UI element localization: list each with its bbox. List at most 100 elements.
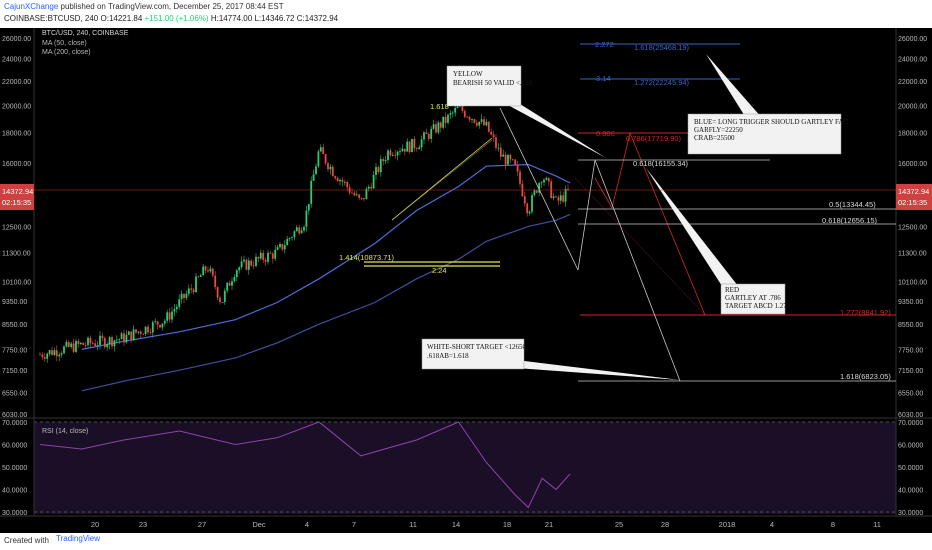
candle-body	[351, 192, 353, 194]
candle-body	[415, 148, 418, 150]
blue-callout-line-2: GARFLY=22250	[694, 126, 743, 134]
blue-1618-label: 1.618(25468.19)	[634, 43, 690, 52]
candle-body	[101, 335, 104, 339]
candle-body	[528, 211, 531, 214]
tradingview-logo[interactable]: TradingView	[56, 534, 101, 543]
price-tick-left: 8550.00	[2, 322, 27, 329]
blue-callout-line-3: CRAB=25500	[694, 134, 735, 142]
candle-body	[137, 331, 140, 333]
candle-body	[147, 326, 149, 333]
candle-body	[72, 343, 75, 352]
red-callout-pointer	[646, 168, 738, 286]
price-tick-right: 26000.00	[898, 36, 927, 43]
candle-body	[497, 147, 500, 149]
price-tick-left: 6030.00	[2, 412, 27, 419]
red-callout-box[interactable]	[720, 283, 786, 315]
chart-area[interactable]: 26000.00 24000.00 22000.00 20000.00 18000.00…	[0, 28, 932, 533]
time-tick: 11	[873, 520, 881, 529]
candle-body	[427, 133, 430, 139]
candle-body	[264, 259, 267, 262]
time-axis: 20 23 27 Dec 4 7 11 14 18 21 25 28 2018 4 8 11	[91, 520, 881, 529]
blue-callout-pointer	[706, 54, 762, 118]
candle-body	[543, 179, 545, 183]
candle-body	[372, 174, 375, 189]
candle-body	[339, 179, 341, 182]
candle-body	[523, 196, 526, 204]
candle-body	[435, 124, 437, 133]
candle-body	[235, 270, 238, 278]
candle-body	[331, 166, 334, 177]
price-tick-left: 7150.00	[2, 368, 27, 375]
candle-body	[166, 312, 169, 321]
yellow-callout-box[interactable]	[446, 65, 522, 107]
price-tag-left	[0, 184, 34, 210]
red-callout-line-3: TARGET ABCD 1.272	[725, 302, 791, 310]
candle-body	[449, 113, 452, 115]
blue-callout-box[interactable]	[687, 113, 842, 155]
candle-body	[451, 112, 454, 114]
candle-body	[238, 267, 241, 271]
candle-body	[199, 275, 202, 277]
candle-body	[118, 339, 121, 340]
price-tick-left: 10100.00	[2, 279, 31, 286]
candle-body	[221, 302, 224, 303]
time-tick: 2018	[719, 520, 736, 529]
candle-body	[214, 275, 217, 288]
candle-body	[466, 116, 469, 118]
candle-body	[288, 238, 291, 239]
publish-header: CajunXChange published on TradingView.co…	[0, 0, 932, 28]
blue-pattern	[580, 43, 740, 80]
candle-body	[267, 252, 269, 262]
price-tick-left: 11300.00	[2, 250, 31, 257]
created-with-text: Created with	[4, 536, 49, 545]
candle-body	[475, 122, 478, 126]
white-callout-box[interactable]	[421, 338, 525, 370]
ma200-legend[interactable]: MA (200, close)	[42, 49, 91, 56]
candle-body	[257, 256, 260, 259]
candle-body	[60, 353, 63, 355]
price-tick-left: 9350.00	[2, 299, 27, 306]
author-link[interactable]: CajunXChange	[4, 2, 59, 11]
time-tag-left: 02:15:35	[2, 198, 31, 207]
time-tick: Dec	[252, 520, 266, 529]
symbol-info: COINBASE:BTCUSD, 240	[4, 14, 99, 23]
candle-body	[209, 268, 212, 272]
price-tick-right: 8550.00	[898, 322, 923, 329]
candle-body	[286, 238, 289, 246]
candle-body	[173, 309, 176, 312]
price-chart-svg[interactable]: 26000.00 24000.00 22000.00 20000.00 18000.00…	[0, 28, 932, 533]
chart-title: BTC/USD, 240, COINBASE	[42, 30, 129, 37]
candle-body	[154, 321, 157, 323]
candle-body	[538, 183, 541, 193]
price-tick-right: 24000.00	[898, 57, 927, 64]
candle-body	[375, 167, 377, 175]
red-786-label: 0.786(17719.90)	[626, 134, 682, 143]
price-tick-right: 11300.00	[898, 250, 927, 257]
rsi-band	[34, 422, 896, 514]
candle-body	[463, 111, 466, 117]
candle-body	[291, 237, 293, 239]
candle-body	[231, 281, 233, 286]
red-886-label: 0.886	[596, 129, 615, 138]
candle-body	[341, 179, 344, 182]
candle-body	[418, 147, 421, 150]
candle-body	[161, 323, 164, 328]
rsi-legend[interactable]: RSI (14, close)	[42, 428, 89, 435]
white-pattern	[499, 107, 896, 382]
candle-body	[245, 259, 248, 270]
candle-body	[367, 186, 370, 189]
candle-body	[487, 121, 490, 132]
candle-body	[65, 341, 68, 347]
candle-body	[135, 329, 137, 333]
publish-line: CajunXChange published on TradingView.co…	[4, 2, 284, 11]
candle-body	[51, 350, 53, 355]
price-tick-right: 12500.00	[898, 224, 927, 231]
candle-body	[552, 196, 555, 199]
ma50-legend[interactable]: MA (50, close)	[42, 40, 87, 47]
candle-body	[504, 154, 507, 165]
rsi-line	[39, 421, 571, 509]
candle-body	[171, 311, 173, 320]
price-tick-right: 10100.00	[898, 279, 927, 286]
time-tick: 18	[503, 520, 511, 529]
rsi-tick-right: 60.0000	[898, 443, 923, 450]
